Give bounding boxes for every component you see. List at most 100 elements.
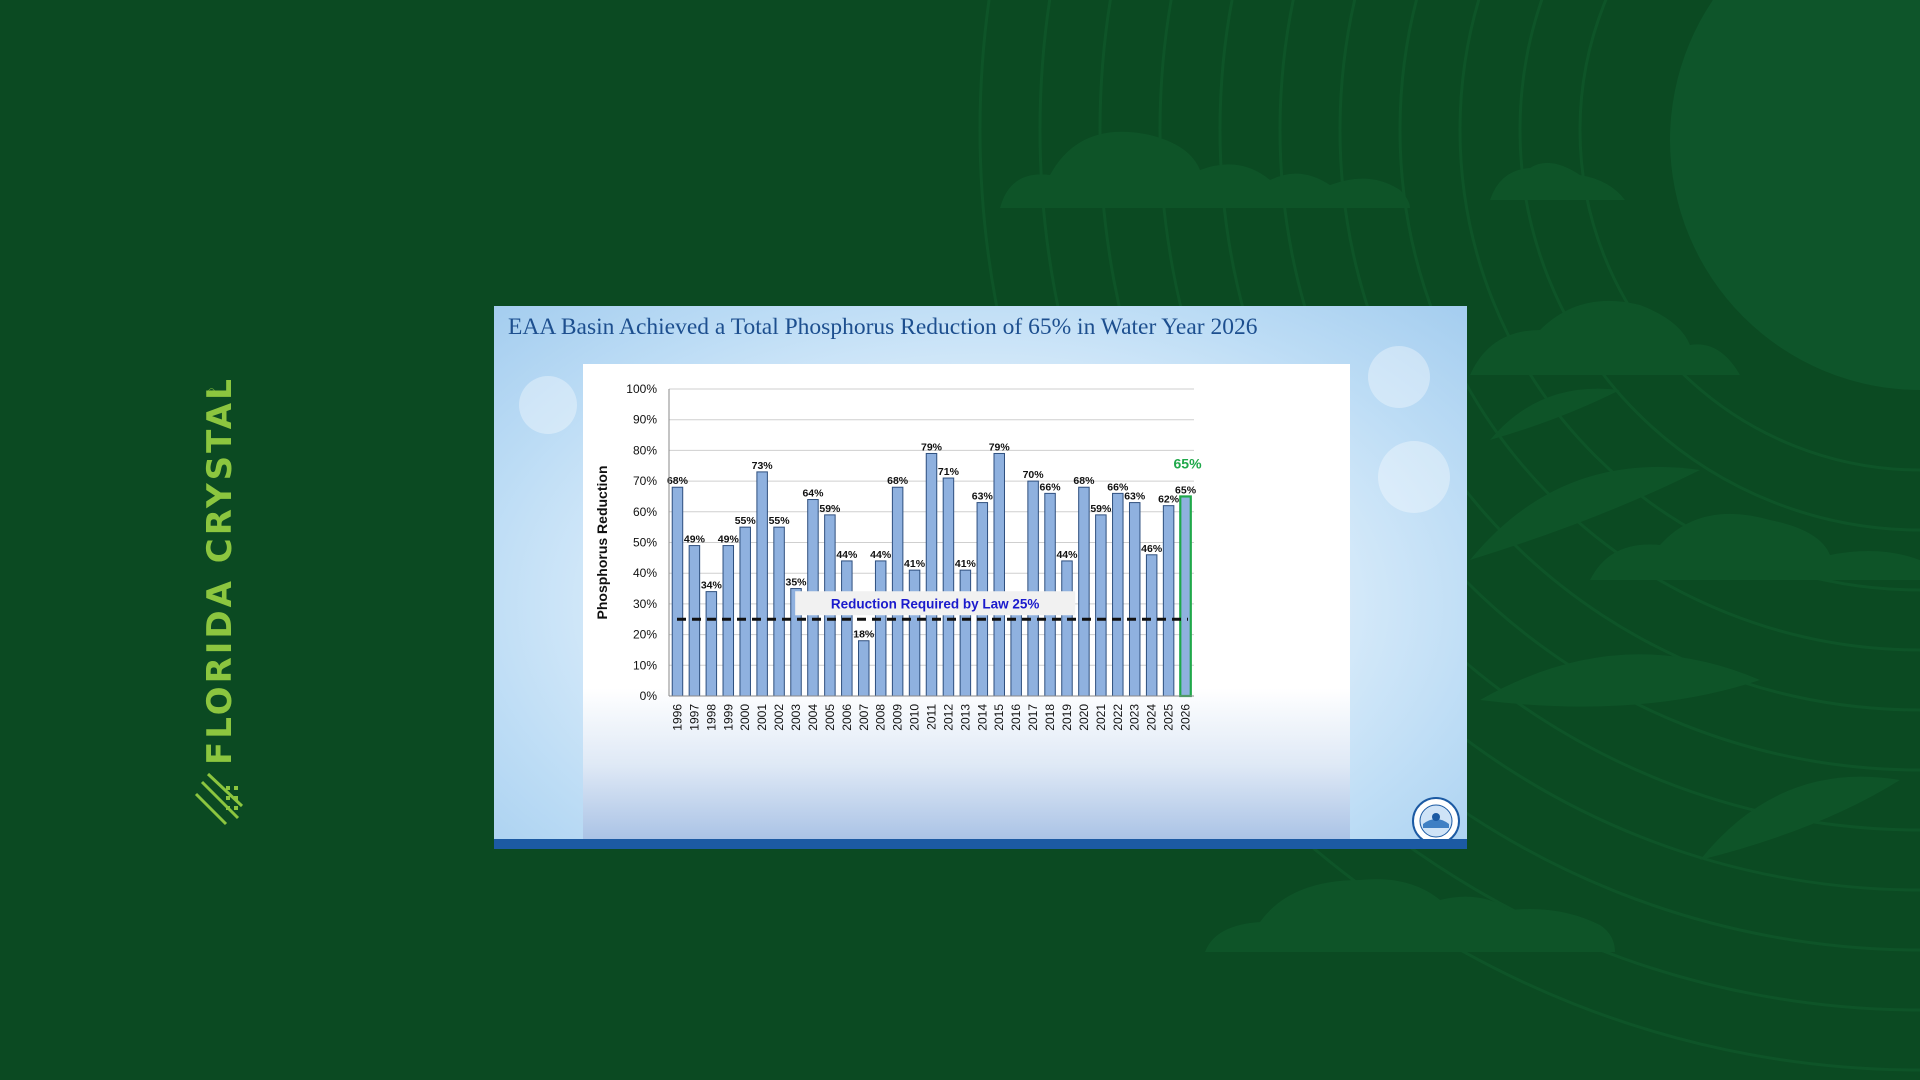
- bar-2024: [1145, 554, 1158, 697]
- data-label-2019: 44%: [1056, 549, 1078, 561]
- decor-bubble: [519, 376, 577, 434]
- bar-2015: [993, 452, 1005, 697]
- y-tick-label: 50%: [633, 536, 657, 550]
- x-tick-label: 2023: [1128, 704, 1142, 731]
- x-tick-label: 1996: [670, 704, 684, 731]
- x-tick-label: 2021: [1094, 704, 1108, 731]
- bar-2013: [959, 569, 972, 697]
- y-tick-label: 60%: [633, 505, 657, 519]
- x-tick-label: 2026: [1179, 704, 1193, 731]
- bar-chart: 0% 10% 20% 30% 40% 50% 60% 70% 80% 90% 100% Reduct…: [594, 382, 1203, 731]
- bar-2011: [925, 452, 938, 697]
- background-clouds: [1000, 131, 1920, 952]
- background-sun-shape: [1670, 0, 1920, 390]
- y-tick-label: 30%: [633, 597, 657, 611]
- y-tick-label: 0%: [640, 689, 658, 703]
- x-tick-label: 2022: [1111, 704, 1125, 731]
- x-tick-label: 2024: [1145, 704, 1159, 731]
- data-label-2001: 73%: [752, 460, 774, 472]
- bar-2019: [1061, 560, 1073, 697]
- x-tick-label: 2014: [975, 704, 989, 731]
- x-tick-label: 2015: [992, 704, 1006, 731]
- bar-2001: [756, 471, 768, 697]
- x-tick-label: 1998: [704, 704, 718, 731]
- reference-label-box: [795, 591, 1076, 616]
- data-label-2007: 18%: [853, 629, 875, 641]
- y-tick-label: 70%: [633, 474, 657, 488]
- data-label-1999: 49%: [718, 534, 740, 546]
- x-tick-label: 1997: [687, 704, 701, 731]
- bar-2010: [908, 569, 921, 697]
- data-label-2023: 63%: [1124, 491, 1146, 503]
- data-label-2010: 41%: [904, 558, 926, 570]
- y-tick-label: 40%: [633, 566, 657, 580]
- x-axis-ticks: 1996 1997 1998 1999 2000 2001 2002 2003 2004 2005…: [670, 704, 1192, 731]
- data-label-2020: 68%: [1073, 475, 1095, 487]
- slide-footer-bar: [494, 839, 1467, 849]
- x-tick-label: 2004: [806, 704, 820, 731]
- x-tick-label: 2011: [925, 704, 939, 730]
- highlight-label: 65%: [1174, 455, 1203, 471]
- y-tick-label: 10%: [633, 658, 657, 672]
- background-leaves: [1470, 388, 1900, 860]
- data-label-2008: 44%: [870, 549, 892, 561]
- data-label-2005: 59%: [819, 503, 841, 515]
- data-label-2013: 41%: [955, 558, 977, 570]
- bar-2016: [1010, 612, 1022, 697]
- data-label-2017: 70%: [1023, 469, 1045, 481]
- brand-name: FLORIDA CRYSTALS: [200, 380, 240, 765]
- x-tick-label: 1999: [721, 704, 735, 731]
- data-label-2021: 59%: [1090, 503, 1112, 515]
- data-label-2012: 71%: [938, 466, 960, 478]
- data-labels: 68% 49% 34% 49% 55% 73% 55% 35% 64% 59% 44% 18% 44% 6…: [667, 441, 1197, 640]
- x-tick-label: 2020: [1077, 704, 1091, 731]
- bar-2026: [1179, 495, 1192, 698]
- y-tick-label: 100%: [626, 382, 657, 396]
- x-tick-label: 2006: [840, 704, 854, 731]
- data-label-2022: 66%: [1107, 481, 1129, 493]
- x-tick-label: 2019: [1060, 704, 1074, 731]
- bar-1998: [705, 591, 718, 697]
- data-label-2009: 68%: [887, 475, 909, 487]
- bar-2008: [874, 560, 887, 697]
- data-label-2003: 35%: [786, 577, 808, 589]
- bar-2017: [1027, 480, 1039, 697]
- data-label-1997: 49%: [684, 534, 706, 546]
- decor-bubble: [1368, 346, 1430, 408]
- x-tick-label: 2012: [941, 704, 955, 731]
- x-tick-label: 2025: [1162, 704, 1176, 731]
- data-label-1996: 68%: [667, 475, 689, 487]
- data-label-2011: 79%: [921, 441, 943, 453]
- bar-2002: [773, 526, 785, 697]
- brand-registered-mark: ®: [207, 387, 218, 397]
- slide-title: EAA Basin Achieved a Total Phosphorus Re…: [508, 314, 1258, 340]
- y-tick-label: 20%: [633, 628, 657, 642]
- x-tick-label: 2009: [891, 704, 905, 731]
- reference-line-group: Reduction Required by Law 25%: [677, 591, 1188, 621]
- data-label-2024: 46%: [1141, 543, 1163, 555]
- bar-2022: [1112, 492, 1124, 697]
- x-tick-label: 2001: [755, 704, 769, 731]
- data-label-2015: 79%: [989, 441, 1011, 453]
- x-tick-label: 2016: [1009, 704, 1023, 731]
- data-label-2002: 55%: [769, 515, 791, 527]
- x-tick-label: 2017: [1026, 704, 1040, 731]
- x-tick-label: 2013: [958, 704, 972, 731]
- data-label-2026: 65%: [1175, 484, 1197, 496]
- decor-bubble: [1378, 441, 1450, 513]
- y-axis-title: Phosphorus Reduction: [594, 466, 610, 620]
- bar-2000: [739, 526, 751, 697]
- data-label-2004: 64%: [802, 488, 824, 500]
- y-tick-label: 90%: [633, 413, 657, 427]
- data-label-2025: 62%: [1158, 494, 1180, 506]
- x-tick-label: 2007: [857, 704, 871, 731]
- chart-panel: 0% 10% 20% 30% 40% 50% 60% 70% 80% 90% 100% Reduct…: [583, 364, 1350, 841]
- reference-label: Reduction Required by Law 25%: [831, 596, 1040, 611]
- bar-2021: [1095, 514, 1107, 697]
- y-tick-label: 80%: [633, 443, 657, 457]
- x-tick-label: 2005: [823, 704, 837, 731]
- bar-2020: [1078, 486, 1090, 697]
- data-label-2006: 44%: [836, 549, 858, 561]
- chart-slide: EAA Basin Achieved a Total Phosphorus Re…: [494, 306, 1467, 849]
